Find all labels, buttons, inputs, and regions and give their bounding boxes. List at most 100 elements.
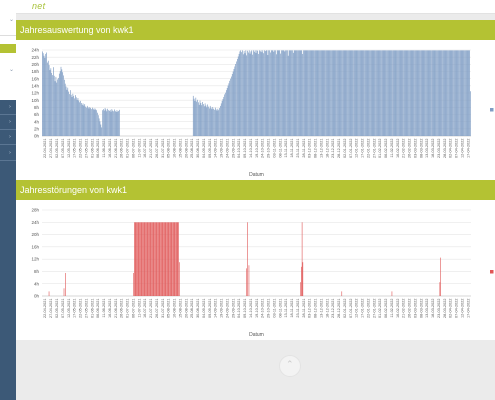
x-tick-label: 23-03-2022 — [437, 139, 441, 158]
bar — [440, 257, 441, 296]
bar — [419, 50, 420, 136]
y-tick-label: 10h — [31, 98, 39, 103]
bar — [358, 50, 359, 136]
bar — [225, 90, 227, 136]
bar — [465, 50, 467, 136]
bar — [52, 75, 53, 136]
bar — [258, 53, 259, 136]
sidebar-item-top[interactable]: ⌄ — [0, 16, 16, 27]
bar — [292, 52, 294, 137]
y-tick-label: 8h — [34, 269, 40, 274]
bar — [162, 222, 164, 296]
bar — [250, 51, 252, 136]
bar — [432, 50, 433, 136]
bar — [152, 222, 154, 296]
x-tick-label: 10-08-2021 — [173, 299, 177, 318]
bar — [107, 108, 108, 136]
bar — [108, 110, 109, 136]
bar — [454, 50, 456, 136]
sidebar-nav-item-3[interactable]: › — [0, 132, 16, 143]
x-tick-label: 17-04-2022 — [466, 299, 470, 318]
bar — [449, 50, 451, 136]
panel-title: Jahresauswertung von kwk1 — [20, 25, 134, 35]
x-tick-label: 03-12-2021 — [308, 139, 312, 158]
bar — [67, 87, 69, 137]
x-tick-label: 28-11-2021 — [302, 299, 306, 318]
x-tick-label: 28-12-2021 — [337, 299, 341, 318]
sidebar-nav-item-2[interactable]: › — [0, 117, 16, 128]
bar — [201, 105, 203, 136]
bar — [353, 50, 354, 136]
bar — [425, 50, 426, 136]
nav-divider — [0, 144, 16, 145]
x-tick-label: 24-09-2021 — [225, 139, 229, 158]
bar — [319, 50, 320, 136]
legend-swatch — [490, 270, 494, 274]
x-tick-label: 09-10-2021 — [243, 299, 247, 318]
scroll-top-button[interactable]: ⌃ — [279, 355, 301, 377]
bar — [266, 50, 268, 136]
sidebar-nav-item-1[interactable]: › — [0, 102, 16, 113]
bar — [285, 50, 287, 136]
x-tick-label: 18-12-2021 — [325, 299, 329, 318]
bar — [383, 50, 385, 136]
x-tick-label: 02-05-2021 — [55, 139, 59, 158]
x-tick-label: 06-06-2021 — [96, 299, 100, 318]
bar — [239, 51, 241, 136]
x-tick-label: 16-06-2021 — [108, 139, 112, 158]
bar — [379, 50, 381, 136]
bar — [311, 50, 313, 136]
x-tick-label: 22-05-2021 — [79, 299, 83, 318]
bar — [359, 50, 361, 136]
bar — [256, 50, 258, 136]
bar — [331, 50, 332, 136]
bar — [389, 50, 391, 136]
bar — [114, 109, 115, 136]
bar — [275, 50, 276, 136]
bar — [420, 50, 421, 136]
bar — [421, 50, 423, 136]
bar — [165, 222, 167, 296]
bar — [329, 50, 331, 136]
bar — [133, 272, 134, 296]
panel-header: Jahresstörungen von kwk1 — [16, 180, 495, 200]
bar — [137, 222, 138, 296]
bar — [396, 50, 398, 136]
bar — [414, 50, 415, 136]
bar — [175, 222, 176, 296]
bar — [278, 50, 280, 136]
bar — [66, 89, 68, 136]
bar — [426, 50, 428, 136]
x-tick-label: 18-12-2021 — [325, 139, 329, 158]
bar — [103, 109, 104, 137]
x-tick-label: 01-02-2022 — [378, 299, 382, 318]
x-tick-label: 26-06-2021 — [120, 299, 124, 318]
x-tick-label: 28-12-2021 — [337, 139, 341, 158]
y-tick-label: 24h — [31, 48, 39, 53]
bar — [409, 50, 410, 136]
bar — [370, 50, 371, 136]
bar — [300, 282, 301, 296]
bar — [301, 266, 302, 296]
bar — [173, 222, 175, 296]
x-tick-label: 11-07-2021 — [137, 299, 141, 318]
bar — [318, 50, 320, 136]
bar — [283, 50, 285, 136]
bar — [312, 50, 314, 136]
x-tick-label: 19-10-2021 — [255, 139, 259, 158]
sidebar-item-expand[interactable]: ⌄ — [0, 66, 16, 77]
bar — [80, 100, 81, 136]
bar — [293, 50, 295, 136]
x-tick-label: 15-08-2021 — [178, 139, 182, 158]
bar — [427, 50, 429, 136]
bar — [68, 91, 69, 136]
bar — [169, 222, 170, 296]
bar — [152, 222, 153, 296]
bar — [331, 50, 333, 136]
bar — [247, 50, 248, 136]
chevron-down-icon: ⌄ — [9, 66, 15, 73]
sidebar-nav-item-4[interactable]: › — [0, 148, 16, 159]
bar — [267, 55, 269, 136]
sidebar-item-active[interactable] — [0, 44, 16, 53]
bar — [264, 50, 265, 136]
